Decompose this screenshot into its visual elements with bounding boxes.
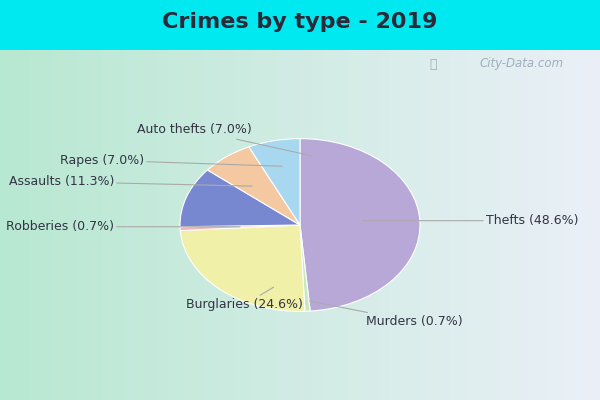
Text: Assaults (11.3%): Assaults (11.3%) [8, 175, 252, 188]
Wedge shape [249, 138, 300, 225]
Text: Murders (0.7%): Murders (0.7%) [310, 301, 463, 328]
Text: Robberies (0.7%): Robberies (0.7%) [6, 220, 240, 233]
Text: Auto thefts (7.0%): Auto thefts (7.0%) [137, 124, 312, 156]
Wedge shape [180, 225, 300, 230]
Wedge shape [300, 225, 310, 311]
Text: ⦿: ⦿ [429, 58, 437, 70]
Wedge shape [208, 147, 300, 225]
Text: Rapes (7.0%): Rapes (7.0%) [60, 154, 282, 167]
Wedge shape [180, 170, 300, 227]
Wedge shape [180, 225, 305, 311]
Wedge shape [300, 138, 420, 311]
Text: Crimes by type - 2019: Crimes by type - 2019 [163, 12, 437, 32]
Text: Thefts (48.6%): Thefts (48.6%) [362, 214, 578, 227]
Text: Burglaries (24.6%): Burglaries (24.6%) [186, 287, 303, 311]
Text: City-Data.com: City-Data.com [480, 58, 564, 70]
